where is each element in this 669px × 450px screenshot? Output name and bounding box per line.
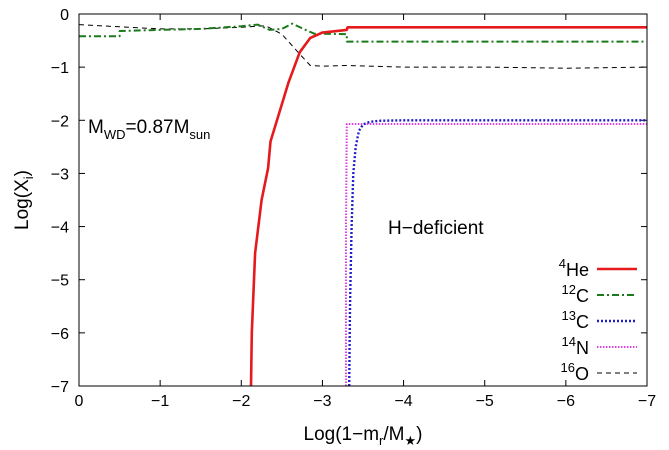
x-tick-label: −4 [394, 393, 412, 410]
series-lines [78, 22, 648, 387]
annotation-h-deficient: H−deficient [388, 218, 484, 239]
plot-frame [78, 13, 648, 387]
legend-label-12c: 12C [562, 282, 589, 306]
x-tick-label: −1 [151, 393, 169, 410]
axis-ticks [78, 13, 648, 387]
y-tick-label: −4 [51, 220, 69, 237]
x-tick-label: −3 [313, 393, 331, 410]
legend-label-14n: 14N [562, 334, 589, 358]
legend-label-16o: 16O [561, 360, 589, 384]
x-axis-title: Log(1−mr/M★) [304, 424, 423, 448]
series-line-12c [79, 22, 647, 43]
x-tick-label: −2 [232, 393, 250, 410]
series-line-14n [345, 123, 647, 386]
series-line-4he [249, 25, 647, 387]
x-tick-label: −5 [476, 393, 494, 410]
tick-labels: 0 −1 −2 −3 −4 −5 −6 −7 0 −1 −2 −3 −4 −5 −6 −7 [51, 7, 656, 410]
x-tick-label: 0 [75, 393, 84, 410]
legend-label-4he: 4He [559, 256, 589, 280]
x-tick-label: −6 [557, 393, 575, 410]
x-tick-label: −7 [638, 393, 656, 410]
y-tick-label: −6 [51, 326, 69, 343]
y-tick-label: −5 [51, 273, 69, 290]
y-tick-label: −3 [51, 166, 69, 183]
series-line-16o [78, 24, 648, 69]
y-axis-title: Log(Xi) [12, 170, 36, 230]
annotation-white-dwarf-mass: MWD=0.87Msun [88, 117, 210, 142]
y-tick-label: 0 [60, 7, 69, 24]
legend-label-13c: 13C [562, 308, 589, 332]
y-tick-label: −2 [51, 113, 69, 130]
series-line-13c [348, 119, 647, 387]
y-tick-label: −7 [51, 379, 69, 396]
y-tick-label: −1 [51, 60, 69, 77]
